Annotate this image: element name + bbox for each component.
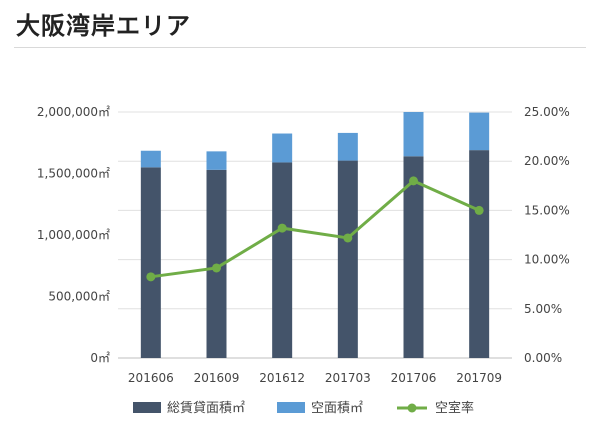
bar-vacant-area <box>403 112 424 157</box>
legend-label-total: 総賃貸面積㎡ <box>167 400 245 416</box>
x-tick-label: 201606 <box>128 371 174 385</box>
x-tick-label: 201703 <box>325 371 371 385</box>
x-tick-label: 201612 <box>259 371 305 385</box>
right-tick-label: 0.00% <box>524 351 562 365</box>
right-tick-label: 5.00% <box>524 302 562 316</box>
left-tick-label: 0㎡ <box>90 351 110 365</box>
title-divider <box>14 47 586 48</box>
vacancy-rate-point <box>146 272 156 282</box>
vacancy-rate-point <box>474 205 484 215</box>
legend: 総賃貸面積㎡ 空面積㎡ 空室率 <box>133 400 474 416</box>
legend-label-vacant: 空面積㎡ <box>311 401 363 416</box>
legend-swatch-rate-dot <box>407 403 417 413</box>
page-title: 大阪湾岸エリア <box>16 12 191 40</box>
x-tick-label: 201709 <box>456 371 502 385</box>
bar-vacant-area <box>206 151 227 170</box>
bar-total-area <box>337 160 358 358</box>
left-axis-labels: 0㎡ 500,000㎡ 1,000,000㎡ 1,500,000㎡ 2,000,000㎡ <box>37 105 110 365</box>
bar-vacant-area <box>272 133 293 163</box>
bar-vacant-area <box>469 112 490 151</box>
vacancy-rate-point <box>343 233 353 243</box>
bar-vacant-area <box>140 150 161 168</box>
bar-vacant-area <box>337 132 358 161</box>
vacancy-rate-point <box>409 176 418 186</box>
x-tick-label: 201706 <box>391 371 437 385</box>
right-tick-label: 15.00% <box>524 203 570 217</box>
legend-label-rate: 空室率 <box>435 400 474 416</box>
bar-total-area <box>140 167 161 358</box>
x-tick-label: 201609 <box>194 371 240 385</box>
left-tick-label: 2,000,000㎡ <box>37 105 110 119</box>
vacancy-rate-line <box>150 179 480 279</box>
bar-total-area <box>469 150 490 358</box>
bars <box>140 112 490 358</box>
left-tick-label: 1,000,000㎡ <box>37 228 110 242</box>
right-axis-labels: 0.00% 5.00% 10.00% 15.00% 20.00% 25.00% <box>524 105 570 365</box>
left-tick-label: 500,000㎡ <box>48 290 110 304</box>
bar-total-area <box>403 156 424 358</box>
right-tick-label: 25.00% <box>524 105 570 119</box>
legend-swatch-total <box>133 402 161 413</box>
x-axis-labels: 201606 201609 201612 201703 201706 201709 <box>128 371 502 385</box>
rate-line <box>146 176 484 282</box>
bar-total-area <box>272 162 293 358</box>
vacancy-rate-point <box>277 223 287 233</box>
grid-lines <box>118 111 512 359</box>
vacancy-rate-point <box>212 263 221 273</box>
right-tick-label: 10.00% <box>524 253 570 267</box>
left-tick-label: 1,500,000㎡ <box>37 167 110 181</box>
right-tick-label: 20.00% <box>524 154 570 168</box>
legend-swatch-vacant <box>277 402 305 413</box>
